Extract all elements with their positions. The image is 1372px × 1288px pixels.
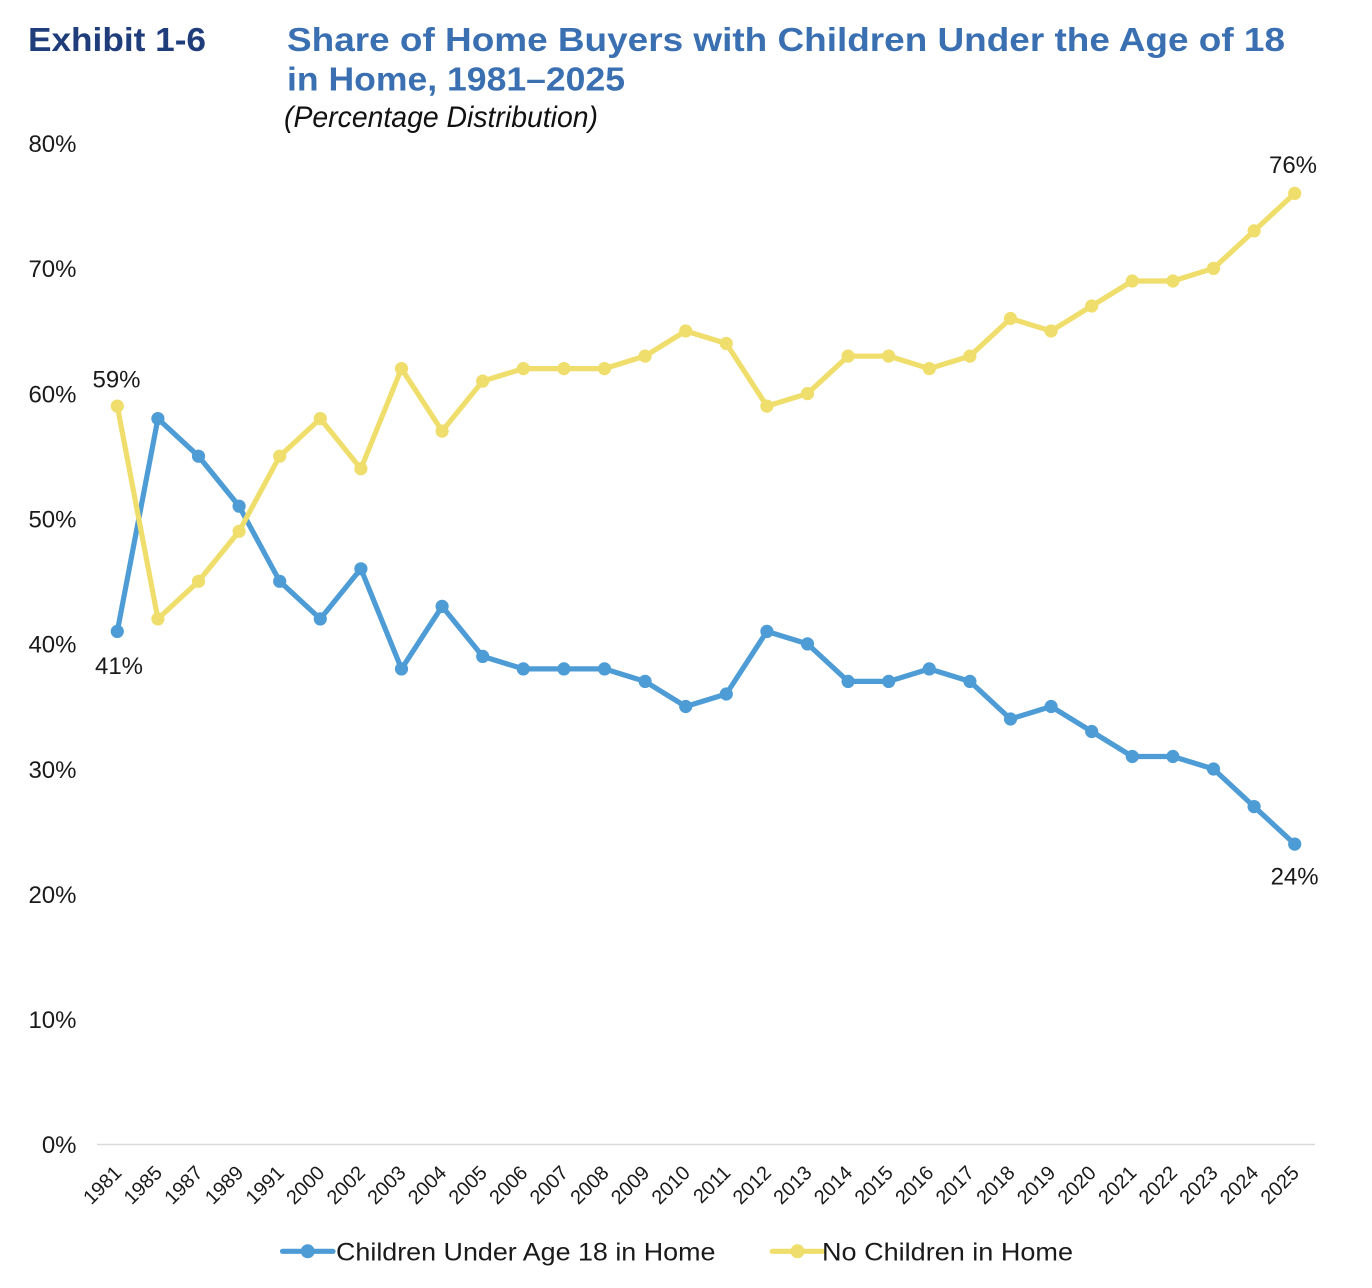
svg-text:10%: 10%: [28, 1007, 76, 1034]
svg-text:50%: 50%: [28, 507, 76, 534]
svg-text:in Home, 1981–2025: in Home, 1981–2025: [287, 61, 625, 98]
svg-text:Exhibit 1-6: Exhibit 1-6: [28, 21, 206, 58]
svg-text:70%: 70%: [28, 256, 76, 283]
svg-text:No Children in Home: No Children in Home: [822, 1238, 1073, 1266]
svg-text:41%: 41%: [95, 653, 143, 680]
svg-text:24%: 24%: [1271, 864, 1319, 891]
svg-text:59%: 59%: [92, 366, 140, 393]
svg-text:30%: 30%: [28, 757, 76, 784]
svg-text:60%: 60%: [28, 381, 76, 408]
svg-text:20%: 20%: [28, 882, 76, 909]
svg-text:40%: 40%: [28, 632, 76, 659]
svg-text:(Percentage Distribution): (Percentage Distribution): [284, 101, 598, 134]
svg-text:0%: 0%: [42, 1132, 77, 1159]
svg-text:76%: 76%: [1269, 152, 1317, 179]
svg-text:Share of Home Buyers with Chil: Share of Home Buyers with Children Under…: [287, 21, 1285, 58]
svg-text:80%: 80%: [28, 131, 76, 158]
svg-text:Children Under Age 18 in Home: Children Under Age 18 in Home: [336, 1238, 715, 1266]
